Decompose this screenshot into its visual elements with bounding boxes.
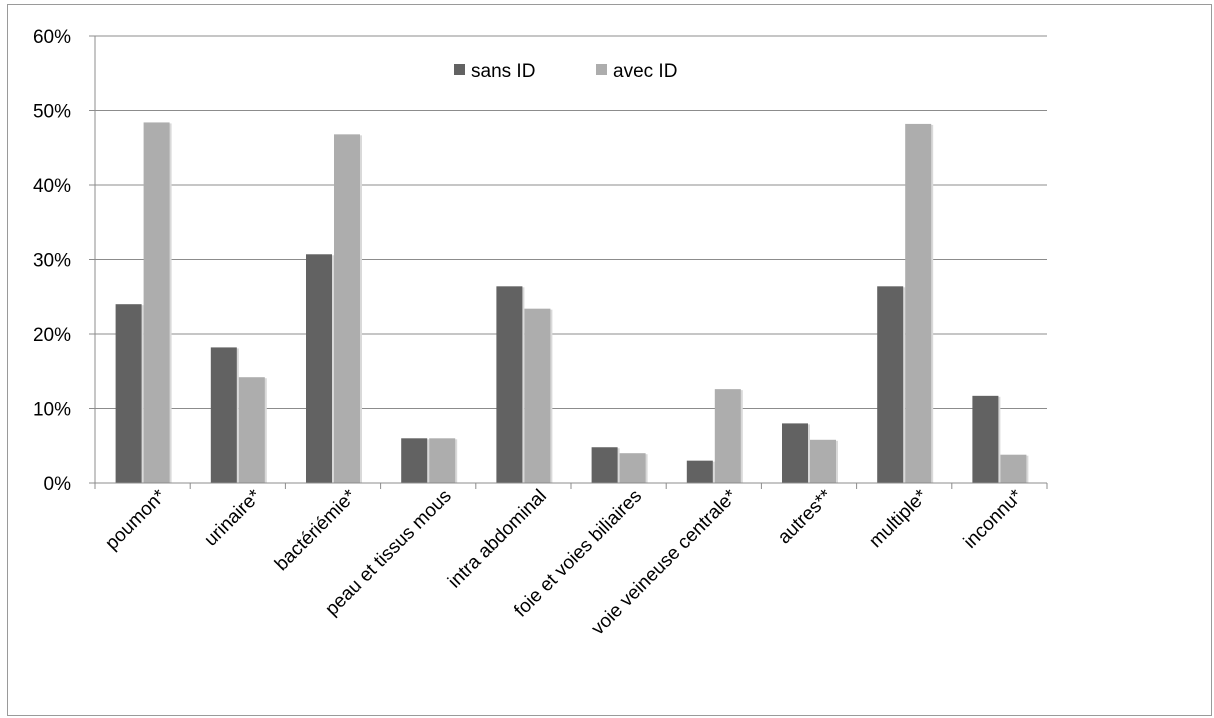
y-tick-label: 30% bbox=[33, 251, 71, 272]
x-tick-label: inconnu* bbox=[960, 485, 1028, 553]
legend-label-sans-id: sans ID bbox=[471, 61, 535, 82]
bar bbox=[591, 447, 618, 483]
axes bbox=[94, 36, 1048, 489]
x-tick-label: autres** bbox=[774, 485, 837, 548]
y-tick-label: 20% bbox=[33, 325, 71, 346]
x-tick-label: urinaire* bbox=[200, 485, 265, 550]
x-tick-label: intra abdominal bbox=[444, 486, 551, 593]
bar bbox=[877, 286, 904, 483]
y-tick-label: 60% bbox=[33, 27, 71, 48]
y-tick-label: 0% bbox=[44, 474, 72, 495]
bar bbox=[334, 134, 360, 483]
chart-frame bbox=[7, 4, 1212, 716]
legend-swatch-avec-id bbox=[596, 64, 607, 75]
y-tick-labels: 0% 10% 20% 30% 40% 50% 60% bbox=[33, 27, 71, 495]
bar bbox=[401, 438, 428, 483]
y-tick-label: 10% bbox=[33, 400, 71, 421]
bar bbox=[686, 460, 713, 483]
bar bbox=[619, 453, 646, 483]
y-tick-label: 50% bbox=[33, 102, 71, 123]
bar bbox=[524, 308, 551, 483]
bar bbox=[972, 395, 999, 483]
bar bbox=[210, 347, 237, 483]
bar bbox=[1000, 454, 1027, 483]
bar bbox=[238, 377, 265, 483]
bar bbox=[429, 438, 456, 483]
bar bbox=[810, 439, 836, 483]
bar bbox=[714, 389, 741, 483]
x-tick-label: bactériémie* bbox=[271, 485, 361, 575]
bar bbox=[782, 423, 808, 483]
bar bbox=[143, 122, 170, 484]
bar bbox=[905, 123, 932, 483]
y-tick-label: 40% bbox=[33, 176, 71, 197]
legend: sans ID avec ID bbox=[454, 61, 677, 82]
bar bbox=[306, 254, 332, 483]
x-tick-labels: poumon* urinaire* bactériémie*peau et tiss… bbox=[102, 485, 1028, 639]
x-tick-label: poumon* bbox=[102, 485, 171, 554]
legend-swatch-sans-id bbox=[454, 64, 465, 75]
bars bbox=[115, 122, 1029, 484]
legend-label-avec-id: avec ID bbox=[613, 61, 677, 82]
bar bbox=[115, 304, 142, 483]
bar bbox=[496, 286, 523, 483]
x-tick-label: multiple* bbox=[865, 485, 932, 552]
